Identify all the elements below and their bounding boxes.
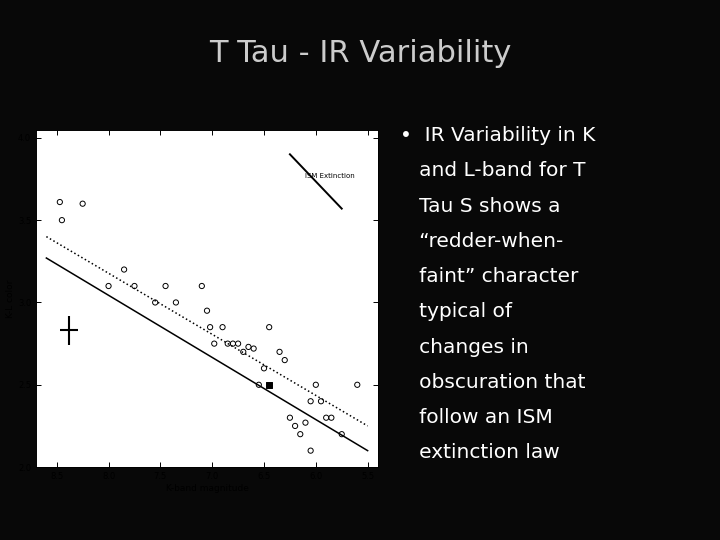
Text: T Tau - IR Variability: T Tau - IR Variability (209, 39, 511, 68)
Point (305, 397, 316, 406)
Text: changes in: changes in (400, 338, 528, 356)
Point (227, 339, 238, 348)
Point (351, 381, 363, 389)
Text: •  IR Variability in K: • IR Variability in K (400, 126, 595, 145)
Text: “redder-when-: “redder-when- (400, 232, 563, 251)
Point (160, 282, 171, 291)
Point (217, 323, 228, 332)
Point (300, 418, 311, 427)
Text: and L-band for T: and L-band for T (400, 161, 585, 180)
Point (258, 364, 270, 373)
Text: faint” character: faint” character (400, 267, 578, 286)
Point (103, 282, 114, 291)
Point (196, 282, 207, 291)
Point (274, 348, 285, 356)
Y-axis label: K-L color: K-L color (6, 279, 15, 318)
Text: ISM Extinction: ISM Extinction (305, 173, 355, 179)
Point (201, 306, 212, 315)
Point (284, 414, 296, 422)
Point (248, 344, 259, 353)
Text: follow an ISM: follow an ISM (400, 408, 552, 427)
Point (264, 323, 275, 332)
Point (56, 216, 68, 225)
Text: Tau S shows a: Tau S shows a (400, 197, 560, 215)
Point (204, 323, 216, 332)
Point (129, 282, 140, 291)
Point (294, 430, 306, 438)
Point (315, 397, 327, 406)
X-axis label: K-band magnitude: K-band magnitude (166, 484, 248, 492)
Point (253, 381, 264, 389)
Point (320, 414, 332, 422)
Point (243, 342, 254, 351)
Point (54, 198, 66, 206)
Point (325, 414, 337, 422)
Point (264, 381, 275, 389)
Point (279, 356, 290, 364)
Point (289, 422, 301, 430)
Text: typical of: typical of (400, 302, 512, 321)
Point (310, 381, 322, 389)
Point (336, 430, 348, 438)
Point (305, 447, 316, 455)
Point (118, 265, 130, 274)
Point (209, 339, 220, 348)
Point (233, 339, 244, 348)
Point (77, 199, 89, 208)
Text: obscuration that: obscuration that (400, 373, 585, 392)
Point (170, 298, 181, 307)
Point (222, 339, 233, 348)
Point (238, 348, 249, 356)
Text: extinction law: extinction law (400, 443, 559, 462)
Point (150, 298, 161, 307)
